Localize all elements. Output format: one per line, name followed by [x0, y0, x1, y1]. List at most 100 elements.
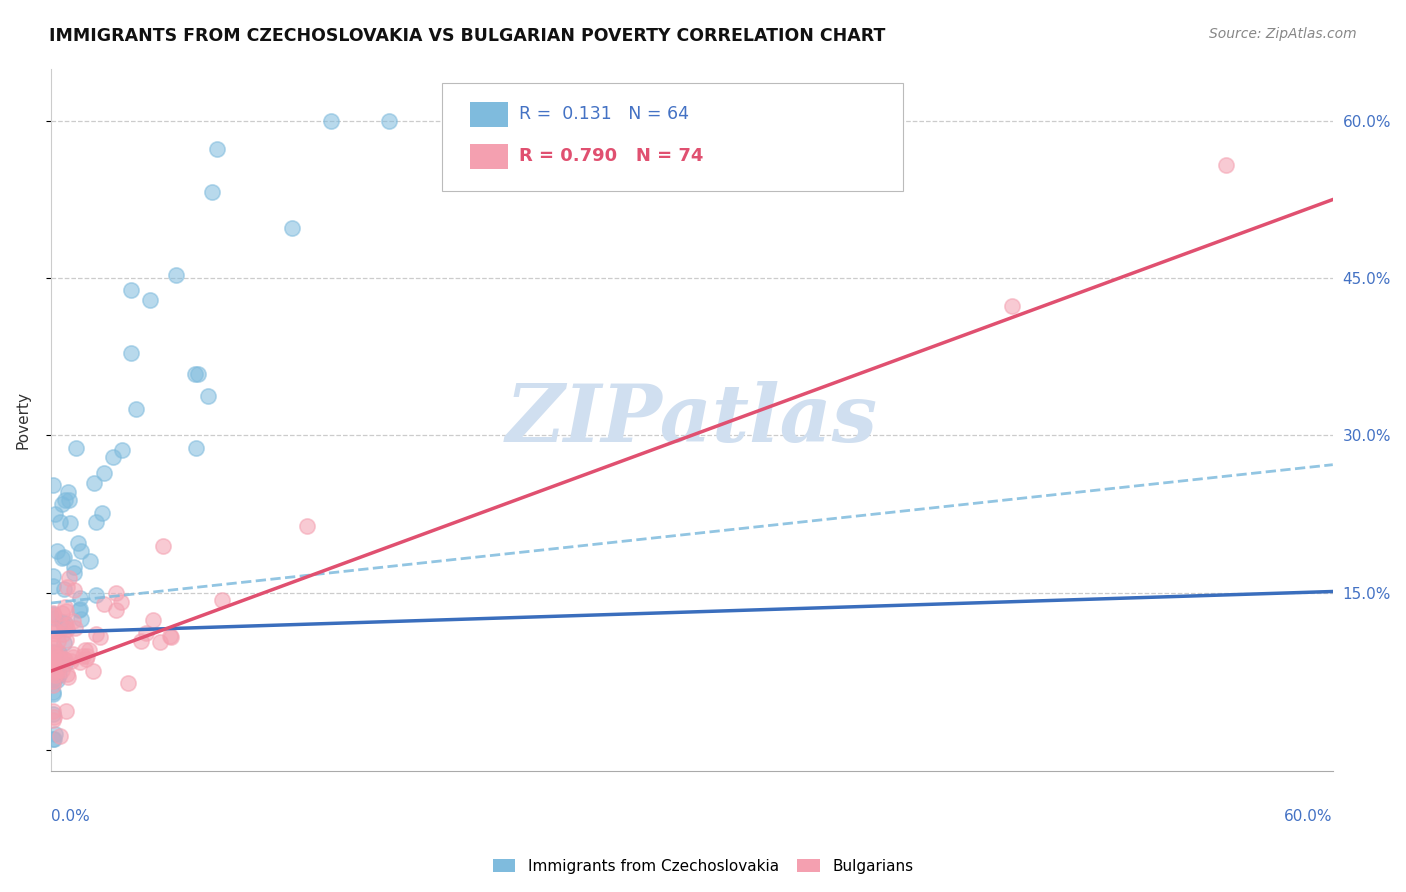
Point [42, 678, 65, 692]
Point [70, 544, 93, 558]
Point [187, 367, 209, 381]
Point [59, 516, 82, 531]
Point [42, 704, 65, 718]
Point [62, 647, 84, 661]
Point [69, 655, 91, 669]
Point [65, 441, 87, 455]
Bar [470, 144, 509, 169]
Point [63, 560, 86, 574]
Point [42, 674, 65, 689]
Point [84, 587, 107, 601]
Point [83, 476, 105, 491]
Point [45, 673, 67, 687]
Point [184, 441, 207, 455]
Point [51, 551, 73, 566]
Point [42, 673, 65, 688]
Bar [470, 102, 509, 127]
Point [53, 582, 76, 596]
Point [69, 612, 91, 626]
Point [117, 676, 139, 690]
Point [138, 293, 160, 307]
Point [44, 727, 66, 741]
Point [44, 625, 66, 640]
Point [67, 603, 90, 617]
Point [45, 544, 67, 558]
Text: IMMIGRANTS FROM CZECHOSLOVAKIA VS BULGARIAN POVERTY CORRELATION CHART: IMMIGRANTS FROM CZECHOSLOVAKIA VS BULGAR… [49, 27, 886, 45]
Point [152, 539, 174, 553]
Point [184, 367, 207, 381]
Point [63, 566, 86, 581]
Point [42, 645, 65, 659]
Point [125, 402, 148, 417]
Point [84, 516, 107, 530]
Point [281, 220, 304, 235]
Point [45, 624, 67, 638]
Point [135, 626, 157, 640]
Point [52, 550, 75, 565]
Point [104, 586, 127, 600]
Point [62, 614, 84, 628]
Point [46, 648, 69, 662]
Point [58, 485, 80, 500]
Point [56, 667, 79, 681]
Point [72, 649, 94, 664]
Point [42, 685, 65, 699]
Point [42, 732, 65, 747]
Point [48, 729, 70, 743]
Point [52, 652, 75, 666]
Point [562, 114, 585, 128]
Point [51, 663, 73, 677]
Point [56, 670, 79, 684]
Point [42, 687, 65, 701]
Point [159, 630, 181, 644]
Point [48, 668, 70, 682]
Point [42, 569, 65, 583]
Point [48, 663, 70, 677]
Legend: Immigrants from Czechoslovakia, Bulgarians: Immigrants from Czechoslovakia, Bulgaria… [486, 853, 920, 880]
Point [165, 268, 187, 282]
Point [205, 142, 228, 156]
Point [46, 651, 69, 665]
Point [69, 591, 91, 606]
Point [63, 582, 86, 597]
Point [91, 506, 114, 520]
Point [42, 713, 65, 727]
Point [149, 634, 172, 648]
Point [120, 346, 142, 360]
Point [42, 665, 65, 679]
Point [42, 732, 65, 747]
Point [42, 657, 65, 671]
Point [51, 606, 73, 620]
Point [105, 603, 128, 617]
Point [93, 597, 115, 611]
Point [42, 641, 65, 656]
Point [52, 620, 75, 634]
Point [49, 515, 72, 529]
Point [63, 621, 86, 635]
Point [79, 554, 101, 568]
Point [55, 618, 77, 632]
Point [197, 389, 219, 403]
Point [48, 646, 70, 660]
Point [67, 535, 90, 549]
Point [129, 634, 152, 648]
Point [44, 671, 66, 685]
Point [42, 579, 65, 593]
Point [75, 652, 97, 666]
Point [42, 654, 65, 668]
Text: R = 0.790   N = 74: R = 0.790 N = 74 [519, 147, 703, 165]
Point [120, 283, 142, 297]
Point [55, 632, 77, 647]
Point [55, 604, 77, 618]
Point [46, 634, 69, 648]
Point [159, 629, 181, 643]
Point [211, 593, 233, 607]
Point [297, 519, 319, 533]
Point [76, 648, 98, 663]
Point [1001, 299, 1024, 313]
Point [42, 662, 65, 676]
Point [42, 608, 65, 623]
Point [55, 705, 77, 719]
Point [44, 668, 66, 682]
Point [110, 595, 132, 609]
